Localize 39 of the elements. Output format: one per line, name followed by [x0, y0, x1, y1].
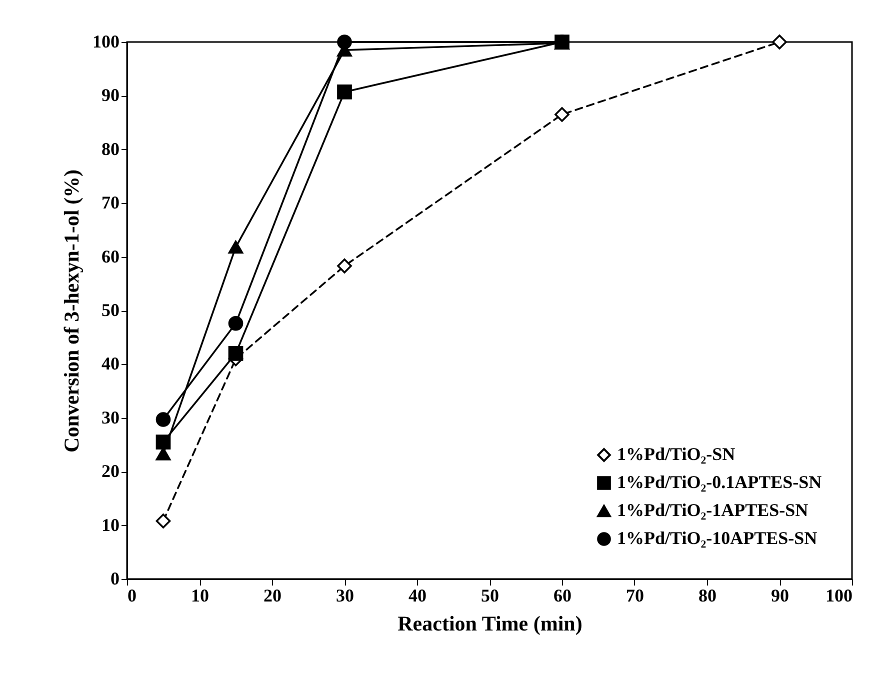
legend-label: 1%Pd/TiO₂-0.1APTES-SN — [617, 472, 822, 492]
y-tick-label: 0 — [110, 568, 120, 588]
point — [156, 412, 171, 427]
point — [156, 514, 171, 528]
x-tick-label: 30 — [336, 586, 354, 606]
y-axis-title: Conversion of 3-hexyn-1-ol (%) — [60, 170, 84, 452]
y-tick-label: 70 — [102, 192, 120, 213]
point — [337, 84, 352, 100]
x-tick-label: 60 — [554, 586, 572, 606]
point — [228, 316, 244, 331]
y-tick-label: 90 — [102, 85, 120, 106]
legend-label: 1%Pd/TiO₂-1APTES-SN — [617, 500, 808, 520]
x-tick-label: 100 — [826, 586, 852, 606]
y-tick-label: 10 — [102, 514, 120, 535]
y-tick-label: 40 — [102, 354, 120, 374]
x-tick-label: 40 — [408, 586, 426, 606]
point — [156, 434, 171, 450]
x-tick-label: 70 — [626, 586, 644, 606]
y-tick-label: 30 — [102, 407, 120, 428]
y-tick-label: 20 — [102, 461, 120, 482]
point — [228, 346, 244, 361]
point — [228, 240, 244, 254]
y-tick-label: 60 — [102, 246, 120, 266]
y-tick-label: 80 — [102, 138, 120, 159]
x-tick-label: 20 — [264, 586, 282, 606]
point — [772, 34, 787, 50]
x-tick-label: 0 — [128, 586, 136, 606]
legend-label: 1%Pd/TiO₂-10APTES-SN — [617, 528, 818, 548]
point — [337, 258, 352, 274]
y-tick-label: 100 — [92, 32, 120, 52]
point — [554, 107, 570, 122]
x-axis-title: Reaction Time (min) — [398, 612, 582, 636]
x-tick-label: 80 — [698, 586, 716, 606]
y-tick-label: 50 — [102, 300, 120, 320]
x-tick-label: 10 — [191, 586, 209, 606]
x-tick-label: 50 — [481, 586, 499, 606]
legend-label: 1%Pd/TiO₂-SN — [617, 444, 736, 464]
point — [337, 34, 352, 50]
x-tick-label: 90 — [771, 586, 789, 606]
